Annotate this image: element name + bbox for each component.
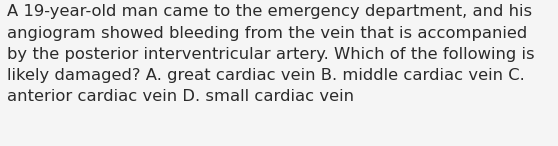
Text: A 19-year-old man came to the emergency department, and his
angiogram showed ble: A 19-year-old man came to the emergency … bbox=[7, 4, 535, 104]
